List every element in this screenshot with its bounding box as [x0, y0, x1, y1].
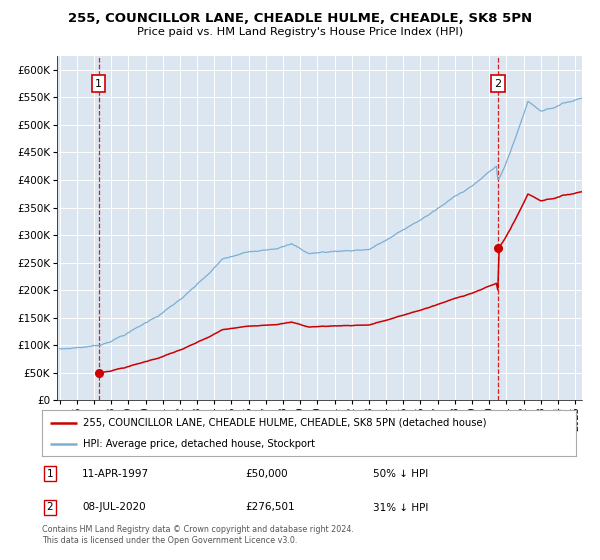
Text: £276,501: £276,501: [245, 502, 295, 512]
Text: Contains HM Land Registry data © Crown copyright and database right 2024.
This d: Contains HM Land Registry data © Crown c…: [42, 525, 354, 545]
Text: 1: 1: [95, 78, 102, 88]
Text: 11-APR-1997: 11-APR-1997: [82, 469, 149, 479]
Text: HPI: Average price, detached house, Stockport: HPI: Average price, detached house, Stoc…: [83, 439, 315, 449]
Text: 31% ↓ HPI: 31% ↓ HPI: [373, 502, 428, 512]
Text: £50,000: £50,000: [245, 469, 287, 479]
Text: 2: 2: [494, 78, 502, 88]
Text: 255, COUNCILLOR LANE, CHEADLE HULME, CHEADLE, SK8 5PN (detached house): 255, COUNCILLOR LANE, CHEADLE HULME, CHE…: [83, 418, 487, 428]
Text: 255, COUNCILLOR LANE, CHEADLE HULME, CHEADLE, SK8 5PN: 255, COUNCILLOR LANE, CHEADLE HULME, CHE…: [68, 12, 532, 25]
Text: 08-JUL-2020: 08-JUL-2020: [82, 502, 146, 512]
Text: 2: 2: [47, 502, 53, 512]
Text: Price paid vs. HM Land Registry's House Price Index (HPI): Price paid vs. HM Land Registry's House …: [137, 27, 463, 37]
Text: 1: 1: [47, 469, 53, 479]
Text: 50% ↓ HPI: 50% ↓ HPI: [373, 469, 428, 479]
